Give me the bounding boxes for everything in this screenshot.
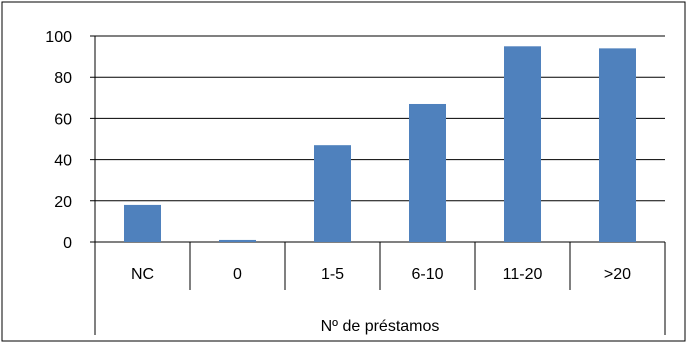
x-tick-label: 6-10: [411, 266, 443, 283]
x-tick-label: 11-20: [503, 266, 543, 283]
x-tick-label: 0: [233, 266, 242, 283]
y-tick-label: 0: [63, 235, 72, 252]
gridlines: [90, 35, 665, 243]
bar: [314, 145, 351, 242]
x-tick-label: NC: [131, 266, 154, 283]
x-axis-title: Nº de préstamos: [321, 318, 440, 335]
y-tick-label: 40: [54, 153, 72, 170]
bar: [124, 204, 161, 242]
y-tick-label: 100: [45, 29, 72, 46]
bar: [504, 46, 541, 242]
y-tick-label: 20: [54, 194, 72, 211]
y-tick-label: 60: [54, 111, 72, 128]
bars: [124, 46, 636, 242]
x-axis: NC 0 1-5 6-10 11-20 >20: [94, 36, 666, 335]
x-tick-label: >20: [604, 266, 631, 283]
x-tick-label: 1-5: [321, 266, 344, 283]
y-tick-label: 80: [54, 70, 72, 87]
bar: [219, 239, 256, 242]
bar: [599, 48, 636, 242]
y-axis-ticks: 0 20 40 60 80 100: [45, 29, 72, 252]
bar: [409, 103, 446, 242]
